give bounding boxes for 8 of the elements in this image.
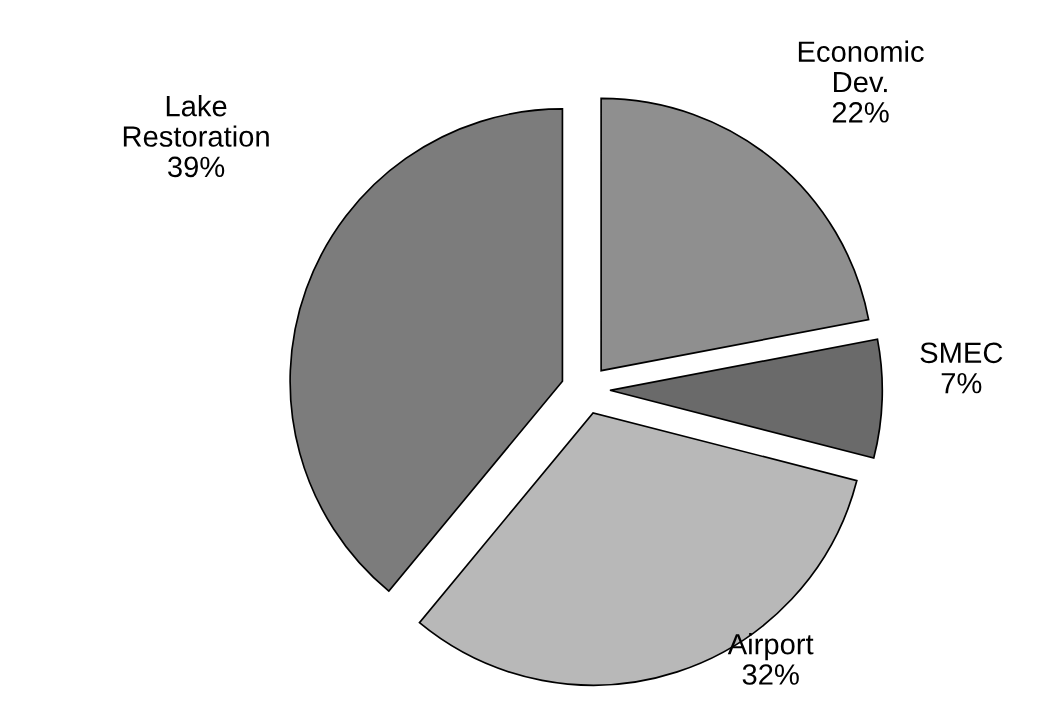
slice-label: Airport <box>727 633 814 661</box>
data-label: 7% <box>941 372 982 394</box>
slice-label: SMEC <box>920 342 1003 364</box>
data-label: 22% <box>832 102 889 123</box>
slice-label: Lake Restoration <box>123 95 269 147</box>
data-label: 39% <box>168 156 225 178</box>
data-label: 32% <box>742 664 799 685</box>
slice-label: Economic Dev. <box>798 40 924 93</box>
